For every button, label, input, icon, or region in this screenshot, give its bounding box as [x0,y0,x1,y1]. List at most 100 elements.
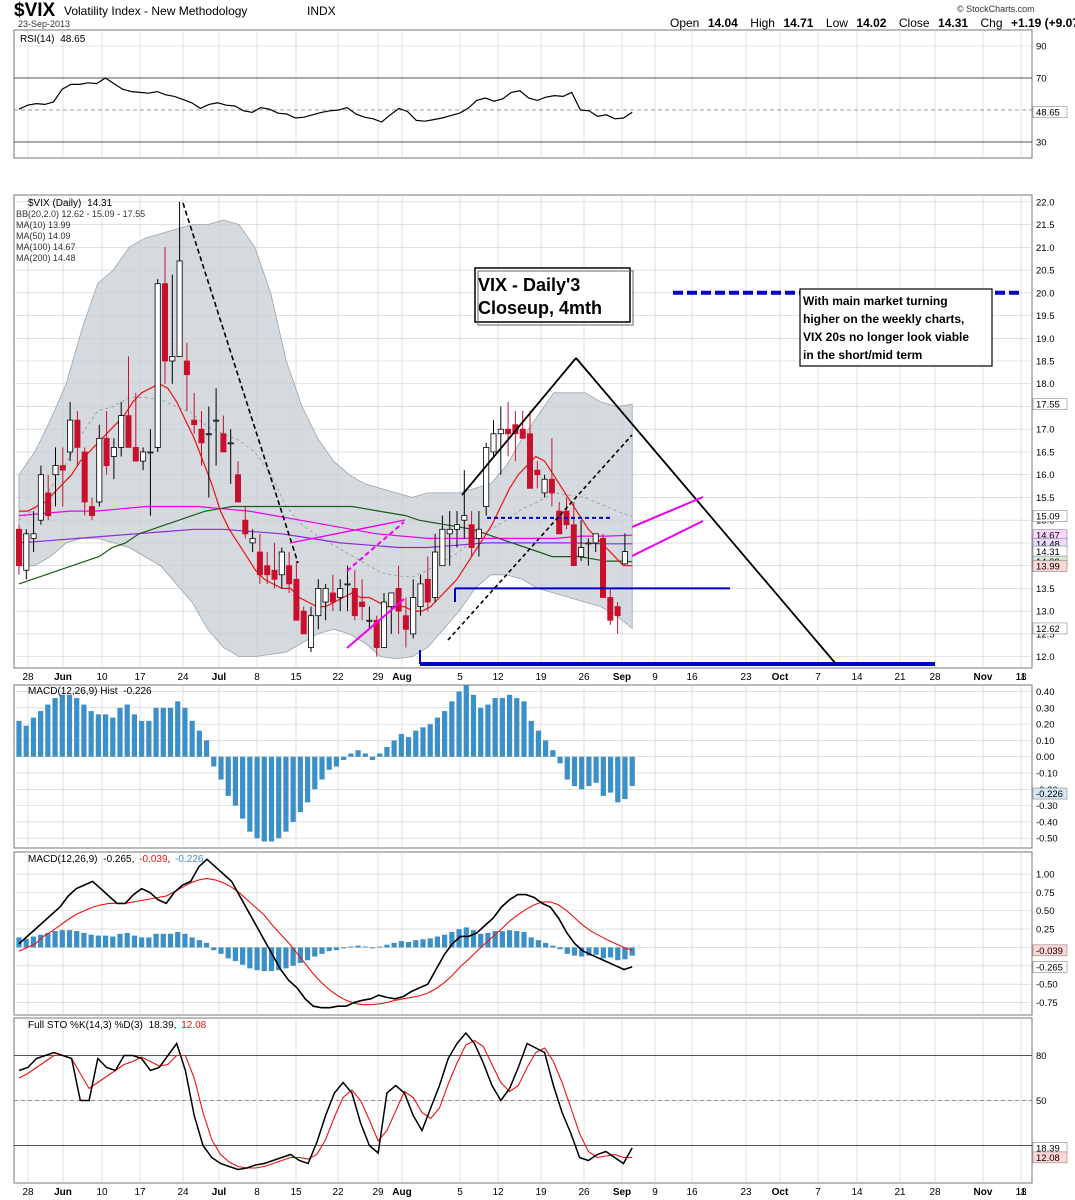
hist-bar [333,756,340,767]
sto-d-tag-box [1032,1151,1068,1164]
macd-value-tag: -0.265 [1036,962,1063,973]
note-line4: in the short/mid term [803,348,922,362]
rsi-last-tag: 48.65 [1036,108,1060,119]
candle-body [527,433,534,489]
candle-body [234,474,241,503]
legend-bb: BB(20,2.0) 12.62 - 15.09 - 17.55 [16,209,145,219]
hist-bar [276,756,282,839]
sto-ytick: 50 [1036,1096,1047,1107]
candle-body [37,474,44,521]
hist-ytick: 0.40 [1036,687,1055,698]
macd-hist-bar [16,937,22,948]
price-panel: 22.0 21.5 21.0 20.5 20.0 19.5 19.0 18.5 18.0 17.5… [13,194,1068,669]
magenta-flag-lower [631,520,704,557]
x-label-top: 12 [492,672,504,683]
hist-bar [131,714,138,757]
ma200-line [18,528,633,549]
candle-body [614,606,621,617]
hist-bar [456,691,462,757]
macd-hist-bar [131,935,138,948]
hist-bar [348,753,354,757]
macd-hist-bar [218,947,224,954]
note-line3: VIX 20s no longer look viable [803,330,969,344]
hist-bar [405,737,412,757]
hist-bar [607,756,614,793]
candle-body [585,542,592,545]
x-label-bottom: 12 [492,1187,504,1198]
hist-bar [550,750,556,757]
candle-body [205,433,212,436]
x-label-bottom: Jul [212,1187,227,1198]
macd-hist-bar [391,942,397,948]
candle-body [410,597,417,635]
x-label-bottom: 17 [134,1187,146,1198]
hist-bar [514,698,520,757]
macd-hist-bar [66,930,73,948]
hist-bar [528,720,534,757]
hist-bar [377,753,383,757]
hist-bar [283,756,289,832]
x-label-bottom: 11 [1016,1187,1027,1198]
candle-body [81,451,88,503]
sto-k-line [18,1031,633,1171]
candle-body [183,360,190,376]
macd-hist-bar [290,947,296,966]
candle-body [110,447,117,457]
x-label-bottom: 9 [652,1187,658,1198]
price-ytick: 15.5 [1036,493,1055,504]
macd-hist-bar [268,947,275,972]
macd-hist-bar [427,938,433,948]
macd-hist-bar [492,931,498,948]
candle-body [169,356,176,362]
x-label-bottom: 16 [686,1187,698,1198]
x-label-top: 21 [894,672,906,683]
x-label-top: 28 [22,672,34,683]
macd-hist-bar [225,947,231,959]
hist-bar [38,711,44,757]
macd-hist-bar [312,947,318,957]
candle-body [161,283,168,362]
x-label-bottom: Sep [613,1187,631,1198]
hist-bar [442,711,448,757]
macd-hist-bar [45,932,51,948]
hist-ytick: -0.40 [1036,817,1058,828]
hist-bar [506,694,513,757]
candle-body [505,428,512,435]
magenta-lower [346,598,405,649]
legend-ma50: MA(50) 14.09 [16,231,71,241]
macd-hist-bar [586,947,592,956]
macd-hist-bar [232,947,239,962]
candle-body [264,565,271,576]
sto-d-line [18,1039,633,1169]
hist-bar [326,756,332,770]
hist-bar [593,756,599,783]
hist-bar [81,704,87,757]
x-label-top: 15 [290,672,302,683]
macd-hist-bar [319,947,325,954]
price-tag-box [1032,560,1068,572]
rsi-ytick: 30 [1036,138,1047,149]
watermark: © StockCharts.com [957,4,1035,14]
candle-body [125,415,132,448]
note-line2: higher on the weekly charts, [803,312,964,326]
price-tag: 15.09 [1036,512,1060,523]
rsi-title: RSI(14) 48.65 [20,34,86,45]
rsi-ytick: 90 [1036,42,1047,53]
hist-bar [470,694,477,757]
macd-hist-bar [615,947,621,961]
rsi-panel: 90 70 30 48.65 [13,29,1068,159]
macd-hist-bar [384,944,390,948]
hist-bar [535,730,542,757]
macd-hist-bar [102,935,109,948]
macd-ytick: 0.75 [1036,888,1055,899]
candle-body [286,565,293,585]
candle-body [67,419,74,453]
macd-hist-bar [247,947,253,969]
candle-body [140,451,147,462]
macd-hist-bar [153,933,159,948]
x-label-bottom: 7 [815,1187,821,1198]
macd-hist-bar [478,933,484,948]
macd-hist-title: MACD(12,26,9) Hist -0.226 [28,686,152,697]
hist-bar [341,756,347,760]
ohlc-readout: Open 14.04 High 14.71 Low 14.02 Close 14… [670,14,1075,31]
